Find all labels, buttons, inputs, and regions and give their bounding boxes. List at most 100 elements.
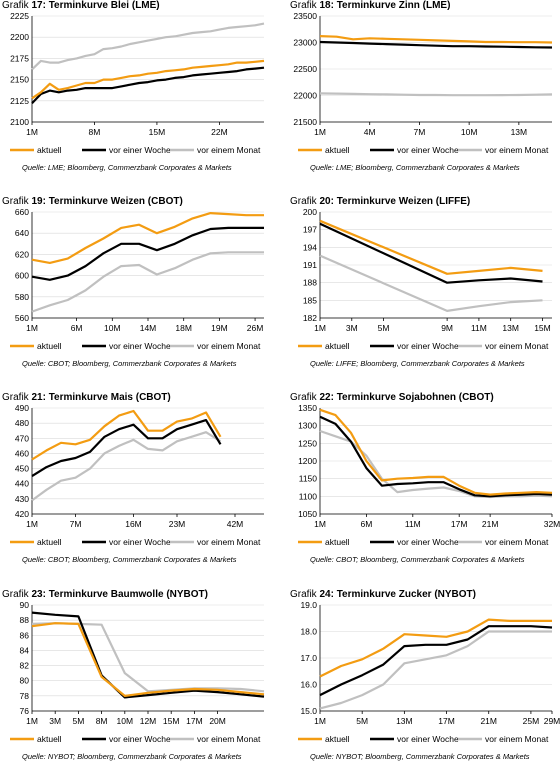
y-tick-label: 185 [303,295,317,305]
legend-label: vor einer Woche [109,734,171,744]
x-tick-label: 42M [227,519,244,529]
legend-label: vor einer Woche [397,145,459,155]
legend-label: aktuell [37,341,62,351]
legend-label: vor einem Monat [485,734,549,744]
series-line-2 [319,254,543,313]
x-tick-label: 7M [70,519,82,529]
x-tick-label: 22M [211,127,228,137]
series-line-1 [319,625,553,697]
grafik-label: Grafik [290,392,317,403]
x-tick-label: 11M [405,519,421,529]
series-line-1 [31,419,222,478]
legend-label: aktuell [37,145,62,155]
x-tick-label: 1M [314,127,326,137]
y-tick-label: 2150 [10,75,29,85]
y-tick-label: 2125 [10,96,29,106]
chart-svg: 21500 22000 22500 23000 23500 1M 4M 7M 10M 13M akt… [293,11,553,155]
x-tick-label: 14M [140,323,157,333]
x-tick-label: 32M [544,519,560,529]
y-tick-label: 2100 [10,117,29,127]
chart-title: Grafik 22: Terminkurve Sojabohnen (CBOT) [290,392,494,403]
x-tick-label: 5M [72,716,84,726]
legend-label: vor einem Monat [197,734,261,744]
y-tick-label: 1200 [298,456,317,466]
grafik-number: 19: [31,196,46,207]
chart-svg: 420 430 440 450 460 470 480 490 1M 7M 16M 23M 42M akt… [10,403,264,547]
x-tick-label: 26M [247,323,264,333]
series-line-0 [319,35,553,44]
legend-label: aktuell [325,537,350,547]
grafik-title-text: Terminkurve Weizen (CBOT) [48,196,183,207]
y-tick-label: 84 [20,645,30,655]
chart-panel-blei: Grafik 17: Terminkurve Blei (LME) 2100 212… [0,0,270,188]
chart-source: Quelle: NYBOT; Bloomberg, Commerzbank Co… [310,752,530,761]
grafik-number: 23: [31,589,46,600]
legend-label: vor einer Woche [397,537,459,547]
grafik-label: Grafik [2,0,29,11]
y-tick-label: 86 [20,630,30,640]
x-tick-label: 15M [534,323,551,333]
legend-label: vor einer Woche [397,734,459,744]
chart-source: Quelle: NYBOT; Bloomberg, Commerzbank Co… [22,752,242,761]
x-tick-label: 29M [544,716,560,726]
chart-panel-zinn: Grafik 18: Terminkurve Zinn (LME) 21500 22… [288,0,558,188]
x-tick-label: 15M [163,716,180,726]
grafik-label: Grafik [2,392,29,403]
chart-svg: 1050 1100 1150 1200 1250 1300 1350 1M 6M 11M 17M 21… [298,403,560,547]
y-tick-label: 21500 [293,117,317,127]
chart-svg: 560 580 600 620 640 660 1M 6M 10M 14M 18M 19M 26M akt… [10,207,264,351]
y-tick-label: 197 [303,225,317,235]
legend-label: vor einer Woche [109,537,171,547]
y-tick-label: 2175 [10,53,29,63]
y-tick-label: 1350 [298,403,317,413]
y-tick-label: 1150 [299,474,318,484]
series-line-2 [31,622,265,693]
grafik-label: Grafik [2,589,29,600]
x-tick-label: 10M [461,127,478,137]
x-tick-label: 1M [314,519,326,529]
series-line-2 [31,22,265,71]
y-tick-label: 560 [15,313,29,323]
grafik-label: Grafik [290,0,317,11]
y-tick-label: 440 [15,479,29,489]
chart-panel-baumwolle: Grafik 23: Terminkurve Baumwolle (NYBOT)… [0,589,270,777]
grafik-title-text: Terminkurve Zucker (NYBOT) [336,589,476,600]
x-tick-label: 17M [438,716,455,726]
legend-label: aktuell [325,341,350,351]
y-tick-label: 88 [20,615,30,625]
chart-panel-weizen-liffe: Grafik 20: Terminkurve Weizen (LIFFE) 182… [288,196,558,384]
legend-label: vor einem Monat [485,341,549,351]
chart-title: Grafik 24: Terminkurve Zucker (NYBOT) [290,589,476,600]
x-tick-label: 25M [523,716,540,726]
y-tick-label: 480 [15,418,29,428]
y-tick-label: 430 [15,494,29,504]
x-tick-label: 1M [26,127,38,137]
chart-panel-sojabohnen: Grafik 22: Terminkurve Sojabohnen (CBOT)… [288,392,560,580]
x-tick-label: 7M [414,127,426,137]
series-line-1 [31,66,265,105]
legend-label: vor einer Woche [109,341,171,351]
y-tick-label: 2225 [10,11,29,21]
y-tick-label: 660 [15,207,29,217]
grafik-title-text: Terminkurve Blei (LME) [48,0,160,11]
y-tick-label: 420 [15,509,29,519]
grafik-label: Grafik [2,196,29,207]
series-line-1 [319,40,553,49]
x-tick-label: 11M [471,323,487,333]
x-tick-label: 23M [169,519,186,529]
series-line-0 [31,622,265,698]
grafik-title-text: Terminkurve Baumwolle (NYBOT) [48,589,208,600]
x-tick-label: 1M [314,323,326,333]
chart-title: Grafik 19: Terminkurve Weizen (CBOT) [2,196,183,207]
x-tick-label: 8M [89,127,101,137]
grafik-title-text: Terminkurve Sojabohnen (CBOT) [336,392,494,403]
y-tick-label: 182 [303,313,317,323]
legend-label: vor einem Monat [197,145,261,155]
y-tick-label: 1050 [298,509,317,519]
y-tick-label: 18.0 [300,627,317,637]
series-line-0 [31,59,265,100]
y-tick-label: 82 [20,661,30,671]
chart-svg: 182 185 188 191 194 197 200 1M 3M 5M 9M 11M 13M 15M ak… [298,207,552,351]
series-line-0 [319,219,543,275]
chart-title: Grafik 20: Terminkurve Weizen (LIFFE) [290,196,470,207]
